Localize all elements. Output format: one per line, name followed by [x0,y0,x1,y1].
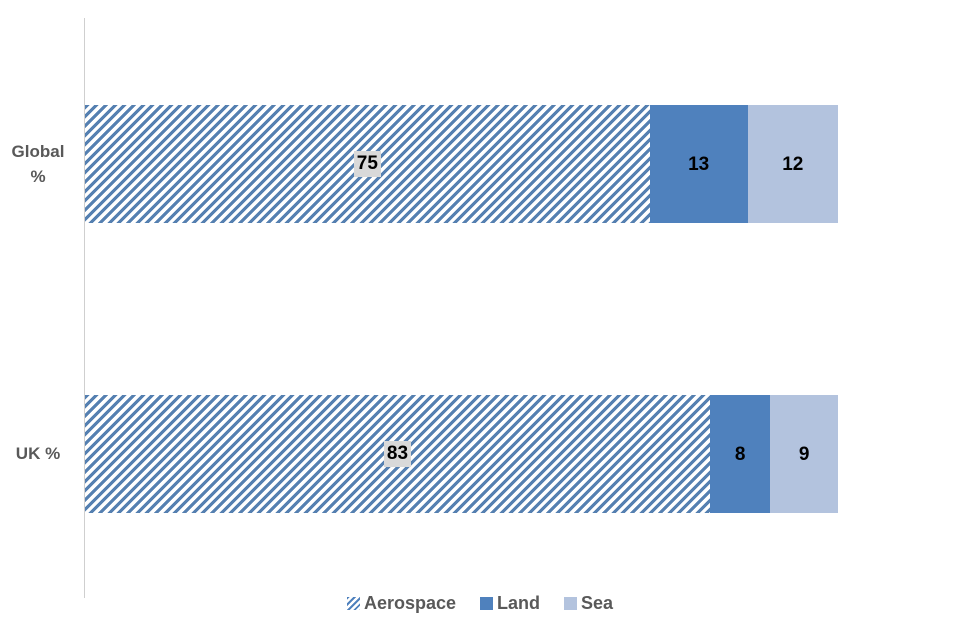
sea-solid-swatch-icon [564,597,578,610]
bar-uk-segment-land: 8 [709,395,771,513]
category-label-uk-text: UK % [15,444,61,464]
bar-global-segment-land: 13 [649,105,748,223]
category-axis-line [84,18,85,598]
legend-item-aerospace: Aerospace [346,593,457,614]
data-label-global-aerospace: 75 [353,151,381,177]
data-label-uk-aerospace: 83 [383,441,412,467]
legend-label-aerospace: Aerospace [363,593,457,613]
legend: Aerospace Land Sea [0,593,960,614]
legend-item-sea: Sea [564,593,613,614]
land-solid-swatch-icon [480,597,494,610]
bar-global-segment-aerospace: 75 [85,105,650,223]
bar-uk-segment-sea: 9 [770,395,838,513]
bar-uk: 83 8 9 [85,395,838,513]
data-label-global-land: 13 [688,153,710,175]
data-label-uk-land: 8 [734,443,746,465]
aerospace-hatch-swatch-icon [346,597,360,610]
legend-label-sea: Sea [581,593,614,613]
data-label-uk-sea: 9 [798,443,810,465]
category-label-uk: UK % [0,395,76,513]
data-label-global-sea: 12 [782,153,804,175]
bar-global: 75 13 12 [85,105,838,223]
legend-label-land: Land [497,593,541,613]
bar-global-segment-sea: 12 [747,105,838,223]
bar-uk-segment-aerospace: 83 [85,395,710,513]
category-label-global: Global % [0,105,76,223]
category-label-global-text: Global % [11,141,65,187]
legend-item-land: Land [480,593,540,614]
